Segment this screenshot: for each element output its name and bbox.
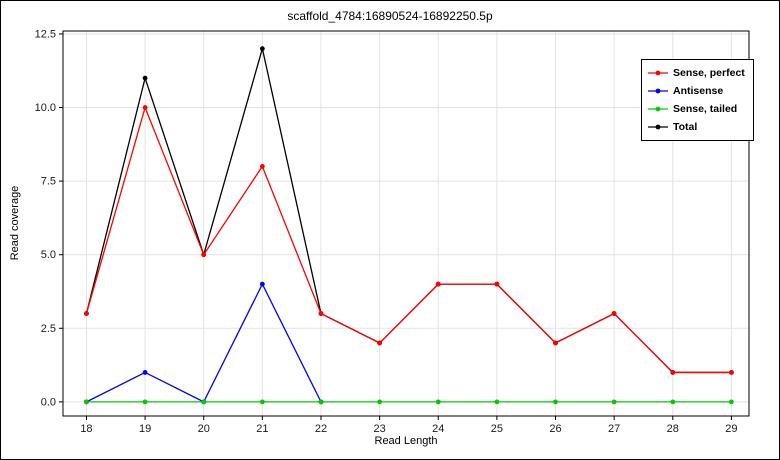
x-tick-label: 21 — [256, 423, 268, 435]
series-point-Sense, perfect — [729, 370, 734, 375]
series-point-Sense, tailed — [553, 399, 558, 405]
series-point-Sense, perfect — [84, 311, 89, 316]
series-point-Sense, tailed — [611, 399, 617, 405]
series-point-Sense, tailed — [318, 399, 324, 405]
series-point-Antisense — [142, 370, 148, 375]
series-point-Sense, perfect — [201, 252, 207, 258]
series-point-Sense, perfect — [553, 340, 558, 346]
series-point-Sense, tailed — [259, 399, 265, 405]
series-point-Sense, perfect — [318, 311, 324, 316]
legend: Sense, perfect Antisense Sense, tailed Tota… — [641, 59, 754, 141]
x-tick-label: 25 — [491, 423, 503, 435]
chart-title: scaffold_4784:16890524-16892250.5p — [287, 9, 493, 23]
legend-label: Sense, tailed — [673, 103, 738, 115]
x-tick-label: 29 — [725, 423, 737, 435]
series-point-Sense, tailed — [84, 399, 89, 405]
series-point-Sense, tailed — [494, 399, 500, 405]
x-tick-label: 18 — [80, 423, 92, 435]
series-point-Sense, tailed — [435, 399, 441, 405]
series-point-Sense, tailed — [729, 399, 734, 405]
x-axis-label: Read Length — [374, 435, 438, 447]
series-point-Sense, tailed — [142, 399, 148, 405]
series-point-Sense, tailed — [670, 399, 676, 405]
legend-item-total: Total — [647, 118, 745, 136]
x-tick-label: 24 — [432, 423, 444, 435]
y-tick-label: 10.0 — [35, 102, 56, 114]
y-tick-label: 0.0 — [41, 396, 56, 408]
y-tick-label: 12.5 — [35, 28, 56, 40]
legend-label: Antisense — [673, 85, 724, 97]
x-tick-label: 26 — [549, 423, 561, 435]
x-tick-label: 19 — [139, 423, 151, 435]
legend-label: Sense, perfect — [673, 67, 745, 79]
series-point-Total — [259, 46, 265, 52]
series-point-Sense, perfect — [142, 105, 148, 110]
legend-key-icon — [648, 88, 668, 94]
series-point-Total — [142, 75, 148, 81]
panel-background — [63, 31, 749, 416]
series-point-Sense, perfect — [494, 281, 500, 287]
x-tick-label: 27 — [608, 423, 620, 435]
series-point-Sense, tailed — [377, 399, 383, 405]
x-tick-label: 28 — [667, 423, 679, 435]
legend-label: Total — [673, 121, 698, 133]
series-point-Sense, tailed — [201, 399, 207, 405]
panel-border — [62, 30, 750, 417]
legend-item-sense-tailed: Sense, tailed — [647, 100, 745, 118]
y-tick-label: 7.5 — [41, 176, 56, 188]
x-tick-label: 22 — [315, 423, 327, 435]
y-tick-label: 5.0 — [41, 249, 56, 261]
series-point-Sense, perfect — [377, 340, 383, 346]
series-point-Sense, perfect — [611, 311, 617, 316]
series-point-Sense, perfect — [670, 370, 676, 375]
legend-key-icon — [648, 70, 668, 76]
legend-key-icon — [648, 124, 668, 130]
legend-key-icon — [648, 106, 668, 112]
series-point-Sense, perfect — [435, 281, 441, 287]
legend-item-antisense: Antisense — [647, 82, 745, 100]
x-tick-label: 23 — [373, 423, 385, 435]
series-point-Sense, perfect — [259, 163, 265, 169]
x-tick-label: 20 — [198, 423, 210, 435]
y-tick-label: 2.5 — [41, 323, 56, 335]
series-line-Sense, perfect — [85, 105, 732, 374]
series-point-Antisense — [259, 281, 265, 287]
legend-item-sense-perfect: Sense, perfect — [647, 64, 745, 82]
